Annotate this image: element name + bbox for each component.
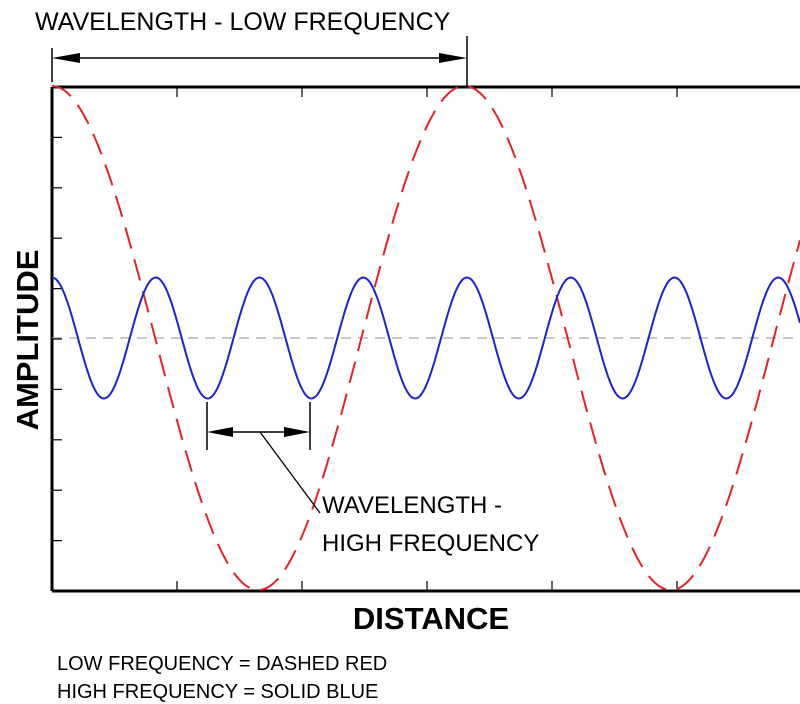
legend-high-frequency: HIGH FREQUENCY = SOLID BLUE [57,681,378,703]
high-frequency-wavelength-label-line1: WAVELENGTH - [322,492,502,519]
y-axis-label: AMPLITUDE [10,250,45,431]
low-frequency-wavelength-label: WAVELENGTH - LOW FREQUENCY [35,8,451,36]
leader-line [259,431,321,514]
arrowhead-left-icon [207,427,233,437]
high-frequency-wavelength-dimension [206,402,321,514]
arrowhead-right-icon [439,53,467,63]
arrowhead-left-icon [52,53,80,63]
high-frequency-wave [51,276,800,400]
low-frequency-wavelength-dimension [51,36,468,88]
arrowhead-right-icon [284,427,310,437]
x-axis-label: DISTANCE [353,601,509,636]
high-frequency-wavelength-label-line2: HIGH FREQUENCY [322,530,539,557]
legend-low-frequency: LOW FREQUENCY = DASHED RED [57,653,387,675]
low-frequency-wave [52,85,800,591]
tick-marks [52,87,678,591]
